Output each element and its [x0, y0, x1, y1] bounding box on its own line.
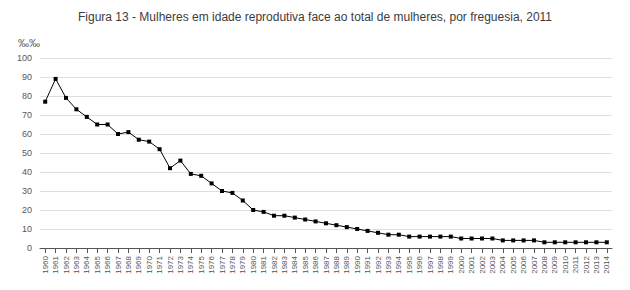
svg-text:1985: 1985: [301, 255, 310, 273]
svg-text:1989: 1989: [342, 255, 351, 273]
svg-text:10: 10: [22, 224, 32, 234]
svg-text:1986: 1986: [311, 255, 320, 273]
svg-text:1997: 1997: [426, 255, 435, 273]
svg-text:50: 50: [22, 148, 32, 158]
svg-text:2008: 2008: [540, 255, 549, 273]
svg-text:1969: 1969: [134, 255, 143, 273]
svg-text:0: 0: [27, 243, 32, 253]
svg-text:2001: 2001: [467, 255, 476, 273]
svg-text:1965: 1965: [93, 255, 102, 273]
svg-text:30: 30: [22, 186, 32, 196]
svg-text:1960: 1960: [41, 255, 50, 273]
svg-text:1991: 1991: [363, 255, 372, 273]
svg-text:2006: 2006: [519, 255, 528, 273]
svg-text:‰‰: ‰‰: [18, 37, 40, 49]
svg-text:2007: 2007: [530, 255, 539, 273]
svg-text:2004: 2004: [498, 255, 507, 273]
svg-text:1963: 1963: [72, 255, 81, 273]
svg-text:1980: 1980: [249, 255, 258, 273]
svg-text:2014: 2014: [602, 255, 611, 273]
svg-text:1974: 1974: [186, 255, 195, 273]
svg-text:1994: 1994: [394, 255, 403, 273]
svg-text:1977: 1977: [218, 255, 227, 273]
svg-text:2010: 2010: [561, 255, 570, 273]
svg-text:2005: 2005: [509, 255, 518, 273]
svg-text:1999: 1999: [446, 255, 455, 273]
svg-text:1978: 1978: [228, 255, 237, 273]
svg-text:1996: 1996: [415, 255, 424, 273]
svg-text:1975: 1975: [197, 255, 206, 273]
svg-text:2012: 2012: [582, 255, 591, 273]
svg-text:Figura 13 - Mulheres em idade: Figura 13 - Mulheres em idade reprodutiv…: [78, 10, 552, 24]
svg-text:1970: 1970: [145, 255, 154, 273]
svg-text:2000: 2000: [457, 255, 466, 273]
svg-text:20: 20: [22, 205, 32, 215]
svg-text:90: 90: [22, 72, 32, 82]
svg-text:1988: 1988: [332, 255, 341, 273]
svg-text:80: 80: [22, 91, 32, 101]
svg-text:1983: 1983: [280, 255, 289, 273]
svg-text:100: 100: [17, 53, 32, 63]
svg-text:2009: 2009: [550, 255, 559, 273]
svg-text:1961: 1961: [51, 255, 60, 273]
svg-text:1968: 1968: [124, 255, 133, 273]
svg-text:1973: 1973: [176, 255, 185, 273]
svg-text:40: 40: [22, 167, 32, 177]
svg-text:2013: 2013: [592, 255, 601, 273]
svg-text:1984: 1984: [290, 255, 299, 273]
svg-text:2011: 2011: [571, 255, 580, 273]
svg-text:1982: 1982: [270, 255, 279, 273]
svg-text:1966: 1966: [103, 255, 112, 273]
svg-text:1967: 1967: [114, 255, 123, 273]
svg-text:2002: 2002: [478, 255, 487, 273]
svg-text:1995: 1995: [405, 255, 414, 273]
svg-text:1971: 1971: [155, 255, 164, 273]
svg-text:1976: 1976: [207, 255, 216, 273]
svg-text:1990: 1990: [353, 255, 362, 273]
svg-text:1962: 1962: [62, 255, 71, 273]
svg-text:70: 70: [22, 110, 32, 120]
svg-text:1964: 1964: [82, 255, 91, 273]
svg-text:1981: 1981: [259, 255, 268, 273]
svg-text:1987: 1987: [322, 255, 331, 273]
svg-text:1972: 1972: [166, 255, 175, 273]
svg-text:2003: 2003: [488, 255, 497, 273]
svg-text:1998: 1998: [436, 255, 445, 273]
svg-text:60: 60: [22, 129, 32, 139]
svg-text:1993: 1993: [384, 255, 393, 273]
svg-text:1992: 1992: [374, 255, 383, 273]
svg-text:1979: 1979: [238, 255, 247, 273]
